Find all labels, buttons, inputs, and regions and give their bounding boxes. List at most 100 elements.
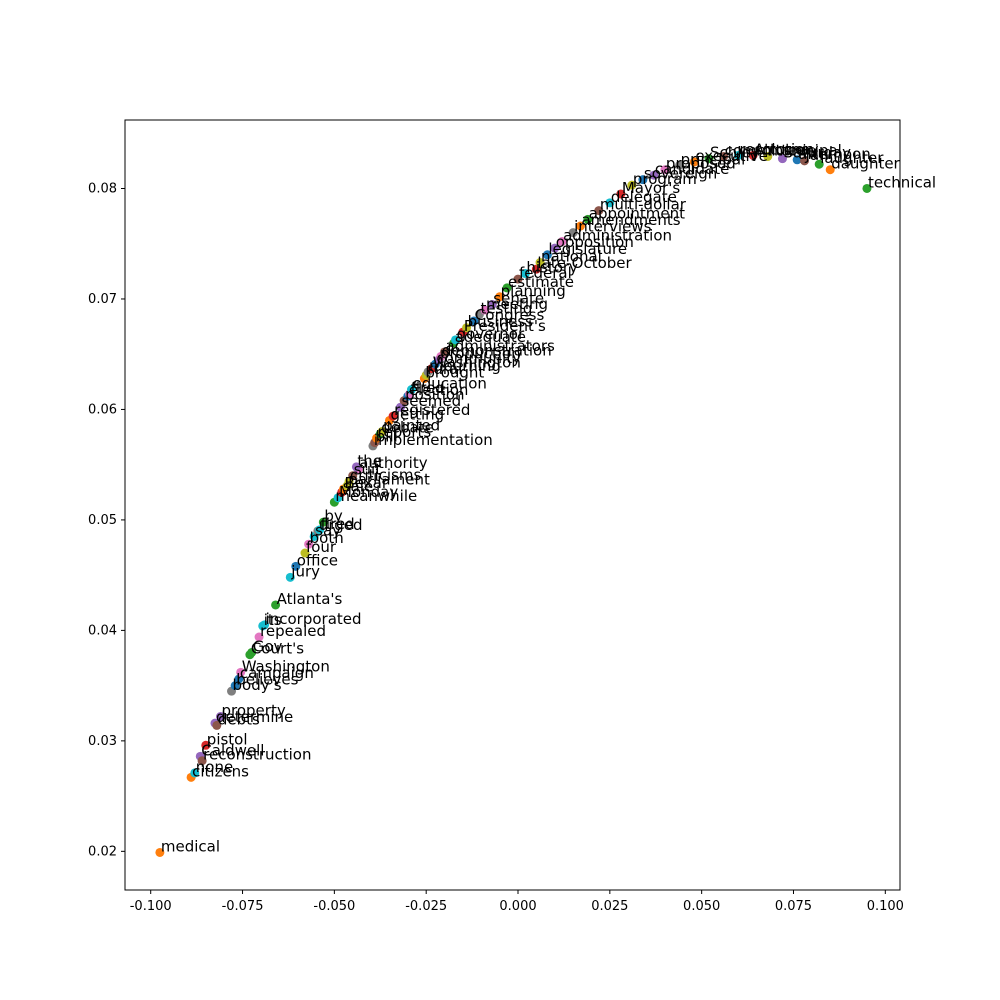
- data-point: [254, 632, 264, 642]
- data-point: [627, 180, 637, 190]
- point-label: criticisms: [350, 466, 421, 484]
- point-label: committee: [725, 141, 806, 159]
- point-label: meanwhile: [335, 487, 417, 505]
- point-label: suit: [354, 461, 381, 479]
- data-point: [862, 183, 872, 193]
- point-label: multi-dollar: [600, 196, 687, 214]
- data-point: [792, 155, 802, 165]
- y-axis: 0.02 0.03 0.04 0.05 0.06 0.07 0.08: [88, 181, 125, 859]
- data-point: [285, 572, 295, 582]
- point-label: urged: [319, 516, 363, 534]
- point-label: fired: [411, 379, 445, 397]
- data-point: [675, 160, 685, 170]
- data-point: [689, 157, 699, 167]
- data-point: [212, 720, 222, 730]
- point-label: appointment: [589, 204, 685, 222]
- point-label: brought: [425, 364, 484, 382]
- point-label: amendments: [581, 211, 680, 229]
- data-point: [247, 647, 257, 657]
- point-label: interviews: [574, 218, 651, 236]
- point-label: bill: [376, 428, 398, 446]
- data-point: [535, 258, 545, 268]
- point-label: its: [264, 611, 282, 629]
- data-point: [733, 150, 743, 160]
- x-tick-label: 0.100: [867, 899, 904, 914]
- point-label: adequate: [455, 328, 526, 346]
- data-point: [300, 548, 310, 558]
- data-point: [215, 712, 225, 722]
- data-point: [814, 159, 824, 169]
- point-label: believes: [236, 671, 298, 689]
- point-label: authority: [359, 454, 427, 472]
- point-label: legislature: [548, 240, 627, 258]
- data-point: [480, 305, 490, 315]
- y-tick-label: 0.03: [88, 734, 117, 749]
- x-tick-label: 0.000: [499, 899, 536, 914]
- data-point: [704, 154, 714, 164]
- data-point: [377, 427, 387, 437]
- data-point: [825, 165, 835, 175]
- y-tick-label: 0.06: [88, 402, 117, 417]
- data-point: [616, 189, 626, 199]
- data-point: [502, 283, 512, 293]
- point-label: opposition: [556, 233, 634, 251]
- point-label: citizens: [192, 762, 249, 780]
- x-tick-label: -0.025: [405, 899, 447, 914]
- data-point: [348, 471, 358, 481]
- point-label: planning: [501, 282, 566, 300]
- point-label: rural: [427, 360, 462, 378]
- point-label: administration: [563, 227, 672, 245]
- data-point: [748, 150, 758, 160]
- data-point: [406, 385, 416, 395]
- point-label: Mayor's: [622, 179, 680, 197]
- y-tick-label: 0.08: [88, 181, 117, 196]
- point-label: property: [221, 702, 285, 720]
- point-label: afternoon: [798, 145, 871, 163]
- point-label: seemed: [401, 392, 461, 410]
- data-point: [197, 756, 207, 766]
- data-point: [304, 539, 314, 549]
- y-tick-label: 0.05: [88, 513, 117, 528]
- data-point: [763, 151, 773, 161]
- data-point: [568, 228, 578, 238]
- point-label: Bexar: [345, 474, 389, 492]
- data-point: [550, 243, 560, 253]
- y-tick-label: 0.04: [88, 623, 117, 638]
- point-label: late-October: [537, 254, 632, 272]
- point-label: mourning: [429, 357, 501, 375]
- data-point: [649, 170, 659, 180]
- point-label: Congress: [475, 306, 545, 324]
- point-label: laughter: [820, 149, 884, 167]
- point-label: proposed: [666, 155, 736, 173]
- data-point: [236, 667, 246, 677]
- point-label: candidate: [655, 160, 729, 178]
- point-label: debate: [381, 419, 434, 437]
- point-label: municipal: [769, 141, 842, 159]
- point-label: debts: [218, 710, 260, 728]
- point-label: registered: [394, 401, 470, 419]
- y-tick-label: 0.02: [88, 844, 117, 859]
- data-point: [575, 221, 585, 231]
- data-point: [513, 274, 523, 284]
- point-label: Saturday: [783, 144, 851, 162]
- x-tick-label: 0.025: [591, 899, 628, 914]
- data-point: [660, 165, 670, 175]
- point-label: campaign: [240, 664, 314, 682]
- point-label: pistol: [207, 730, 248, 748]
- point-label: meeting: [486, 295, 548, 313]
- data-point: [487, 299, 497, 309]
- point-label: Washington: [433, 354, 521, 372]
- point-label: senate: [493, 289, 544, 307]
- point-label: testing: [480, 299, 532, 317]
- data-point: [531, 264, 541, 274]
- point-label: Court's: [251, 640, 304, 658]
- x-axis: -0.100 -0.075 -0.050 -0.025 0.000 0.025 0.050 0…: [130, 890, 904, 914]
- data-point: [315, 525, 325, 535]
- point-label: Monday: [339, 483, 398, 501]
- labels-layer: medical citizensnoneCaldwellreconstructio…: [161, 140, 936, 855]
- point-label: Washington: [242, 657, 330, 675]
- point-label: executive: [695, 147, 768, 165]
- point-label: Attorney: [754, 140, 819, 158]
- points-layer: [155, 150, 872, 857]
